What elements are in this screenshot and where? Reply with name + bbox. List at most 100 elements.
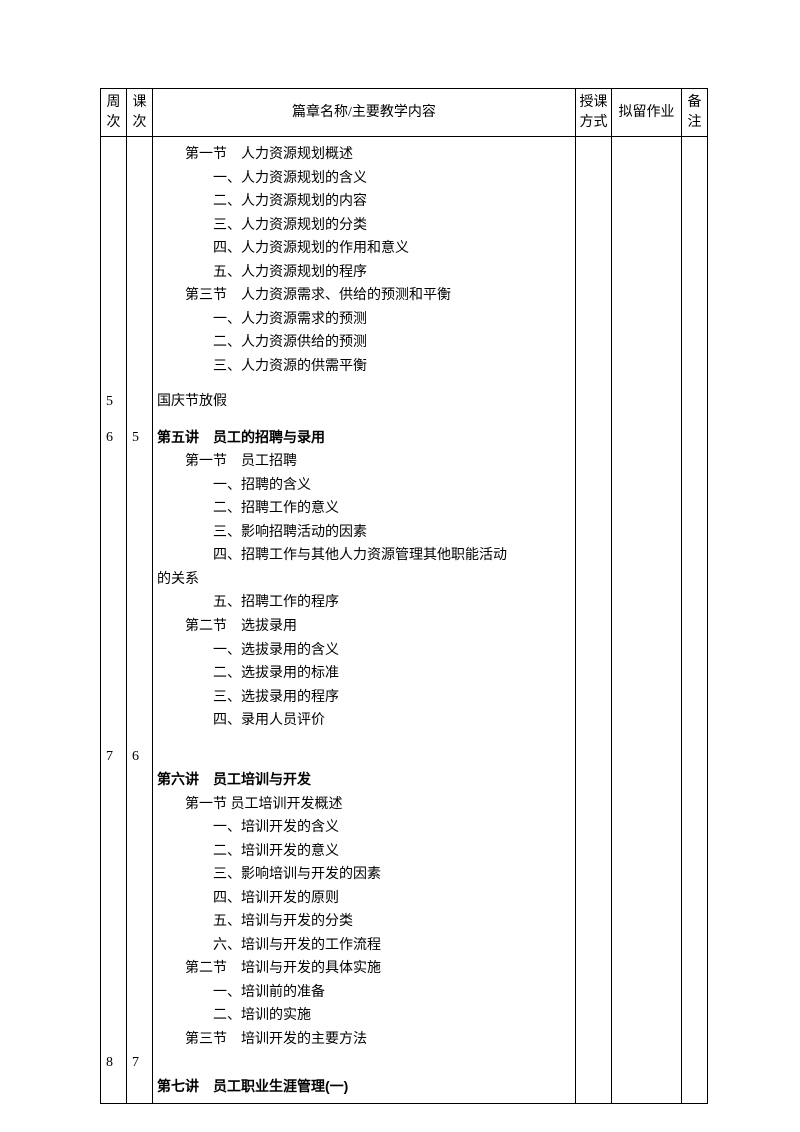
cell-lesson <box>127 284 153 308</box>
syllabus-table: 周次 课次 篇章名称/主要教学内容 授课方式 拟留作业 备注 第一节 人力资源规… <box>100 88 708 1104</box>
cell-method <box>575 768 611 793</box>
cell-method <box>575 591 611 615</box>
cell-lesson <box>127 521 153 545</box>
cell-note <box>681 521 707 545</box>
cell-lesson <box>127 474 153 498</box>
cell-lesson <box>127 308 153 332</box>
cell-week <box>101 934 127 958</box>
content-row <box>101 733 707 745</box>
header-lesson: 课次 <box>127 89 153 137</box>
content-row: 二、选拔录用的标准 <box>101 662 707 686</box>
cell-lesson <box>127 331 153 355</box>
cell-homework <box>611 497 681 521</box>
cell-content: 第五讲 员工的招聘与录用 <box>153 426 575 451</box>
cell-method <box>575 237 611 261</box>
cell-lesson <box>127 639 153 663</box>
cell-lesson <box>127 450 153 474</box>
cell-homework <box>611 308 681 332</box>
cell-lesson <box>127 214 153 238</box>
cell-week <box>101 816 127 840</box>
cell-homework <box>611 284 681 308</box>
cell-week <box>101 793 127 817</box>
content-row: 第六讲 员工培训与开发 <box>101 768 707 793</box>
cell-week <box>101 639 127 663</box>
cell-lesson <box>127 709 153 733</box>
cell-method <box>575 426 611 451</box>
cell-method <box>575 1004 611 1028</box>
cell-method <box>575 981 611 1005</box>
cell-content: 第六讲 员工培训与开发 <box>153 768 575 793</box>
cell-method <box>575 639 611 663</box>
cell-homework <box>611 686 681 710</box>
cell-homework <box>611 615 681 639</box>
cell-method <box>575 745 611 769</box>
cell-week <box>101 261 127 285</box>
cell-method <box>575 934 611 958</box>
cell-content: 四、人力资源规划的作用和意义 <box>153 237 575 261</box>
content-row: 四、培训开发的原则 <box>101 887 707 911</box>
cell-homework <box>611 840 681 864</box>
cell-content <box>153 745 575 769</box>
cell-method <box>575 521 611 545</box>
cell-week <box>101 686 127 710</box>
cell-lesson <box>127 1028 153 1052</box>
cell-week <box>101 568 127 592</box>
cell-homework <box>611 521 681 545</box>
cell-note <box>681 686 707 710</box>
cell-homework <box>611 934 681 958</box>
cell-note <box>681 768 707 793</box>
cell-homework <box>611 237 681 261</box>
cell-lesson <box>127 497 153 521</box>
cell-lesson <box>127 190 153 214</box>
content-row: 第一节 员工培训开发概述 <box>101 793 707 817</box>
cell-method <box>575 709 611 733</box>
content-row: 第二节 选拔录用 <box>101 615 707 639</box>
cell-week <box>101 709 127 733</box>
cell-week <box>101 284 127 308</box>
cell-note <box>681 709 707 733</box>
cell-method <box>575 1075 611 1100</box>
cell-content: 三、影响培训与开发的因素 <box>153 863 575 887</box>
cell-note <box>681 190 707 214</box>
cell-homework <box>611 1028 681 1052</box>
cell-note <box>681 793 707 817</box>
cell-lesson <box>127 863 153 887</box>
cell-content: 一、人力资源规划的含义 <box>153 167 575 191</box>
cell-homework <box>611 426 681 451</box>
content-row: 四、招聘工作与其他人力资源管理其他职能活动 <box>101 544 707 568</box>
cell-homework <box>611 816 681 840</box>
content-row: 87 <box>101 1051 707 1075</box>
cell-method <box>575 816 611 840</box>
content-row: 三、影响培训与开发的因素 <box>101 863 707 887</box>
cell-homework <box>611 981 681 1005</box>
cell-method <box>575 662 611 686</box>
cell-week <box>101 981 127 1005</box>
cell-week <box>101 331 127 355</box>
cell-note <box>681 261 707 285</box>
cell-lesson: 5 <box>127 426 153 451</box>
cell-content: 三、人力资源的供需平衡 <box>153 355 575 379</box>
content-row: 五、招聘工作的程序 <box>101 591 707 615</box>
cell-method <box>575 355 611 379</box>
cell-content: 二、招聘工作的意义 <box>153 497 575 521</box>
cell-week <box>101 662 127 686</box>
table-body-row: 第一节 人力资源规划概述一、人力资源规划的含义二、人力资源规划的内容三、人力资源… <box>101 137 708 1104</box>
content-row: 二、人力资源供给的预测 <box>101 331 707 355</box>
content-row: 第三节 人力资源需求、供给的预测和平衡 <box>101 284 707 308</box>
cell-method <box>575 863 611 887</box>
cell-note <box>681 591 707 615</box>
cell-homework <box>611 568 681 592</box>
content-row: 一、招聘的含义 <box>101 474 707 498</box>
content-row: 二、人力资源规划的内容 <box>101 190 707 214</box>
cell-week <box>101 497 127 521</box>
cell-content: 四、招聘工作与其他人力资源管理其他职能活动 <box>153 544 575 568</box>
cell-note <box>681 331 707 355</box>
header-content: 篇章名称/主要教学内容 <box>153 89 576 137</box>
cell-content: 五、人力资源规划的程序 <box>153 261 575 285</box>
cell-content: 第三节 人力资源需求、供给的预测和平衡 <box>153 284 575 308</box>
cell-lesson <box>127 143 153 167</box>
cell-note <box>681 840 707 864</box>
cell-lesson <box>127 355 153 379</box>
content-row: 一、人力资源需求的预测 <box>101 308 707 332</box>
cell-method <box>575 840 611 864</box>
